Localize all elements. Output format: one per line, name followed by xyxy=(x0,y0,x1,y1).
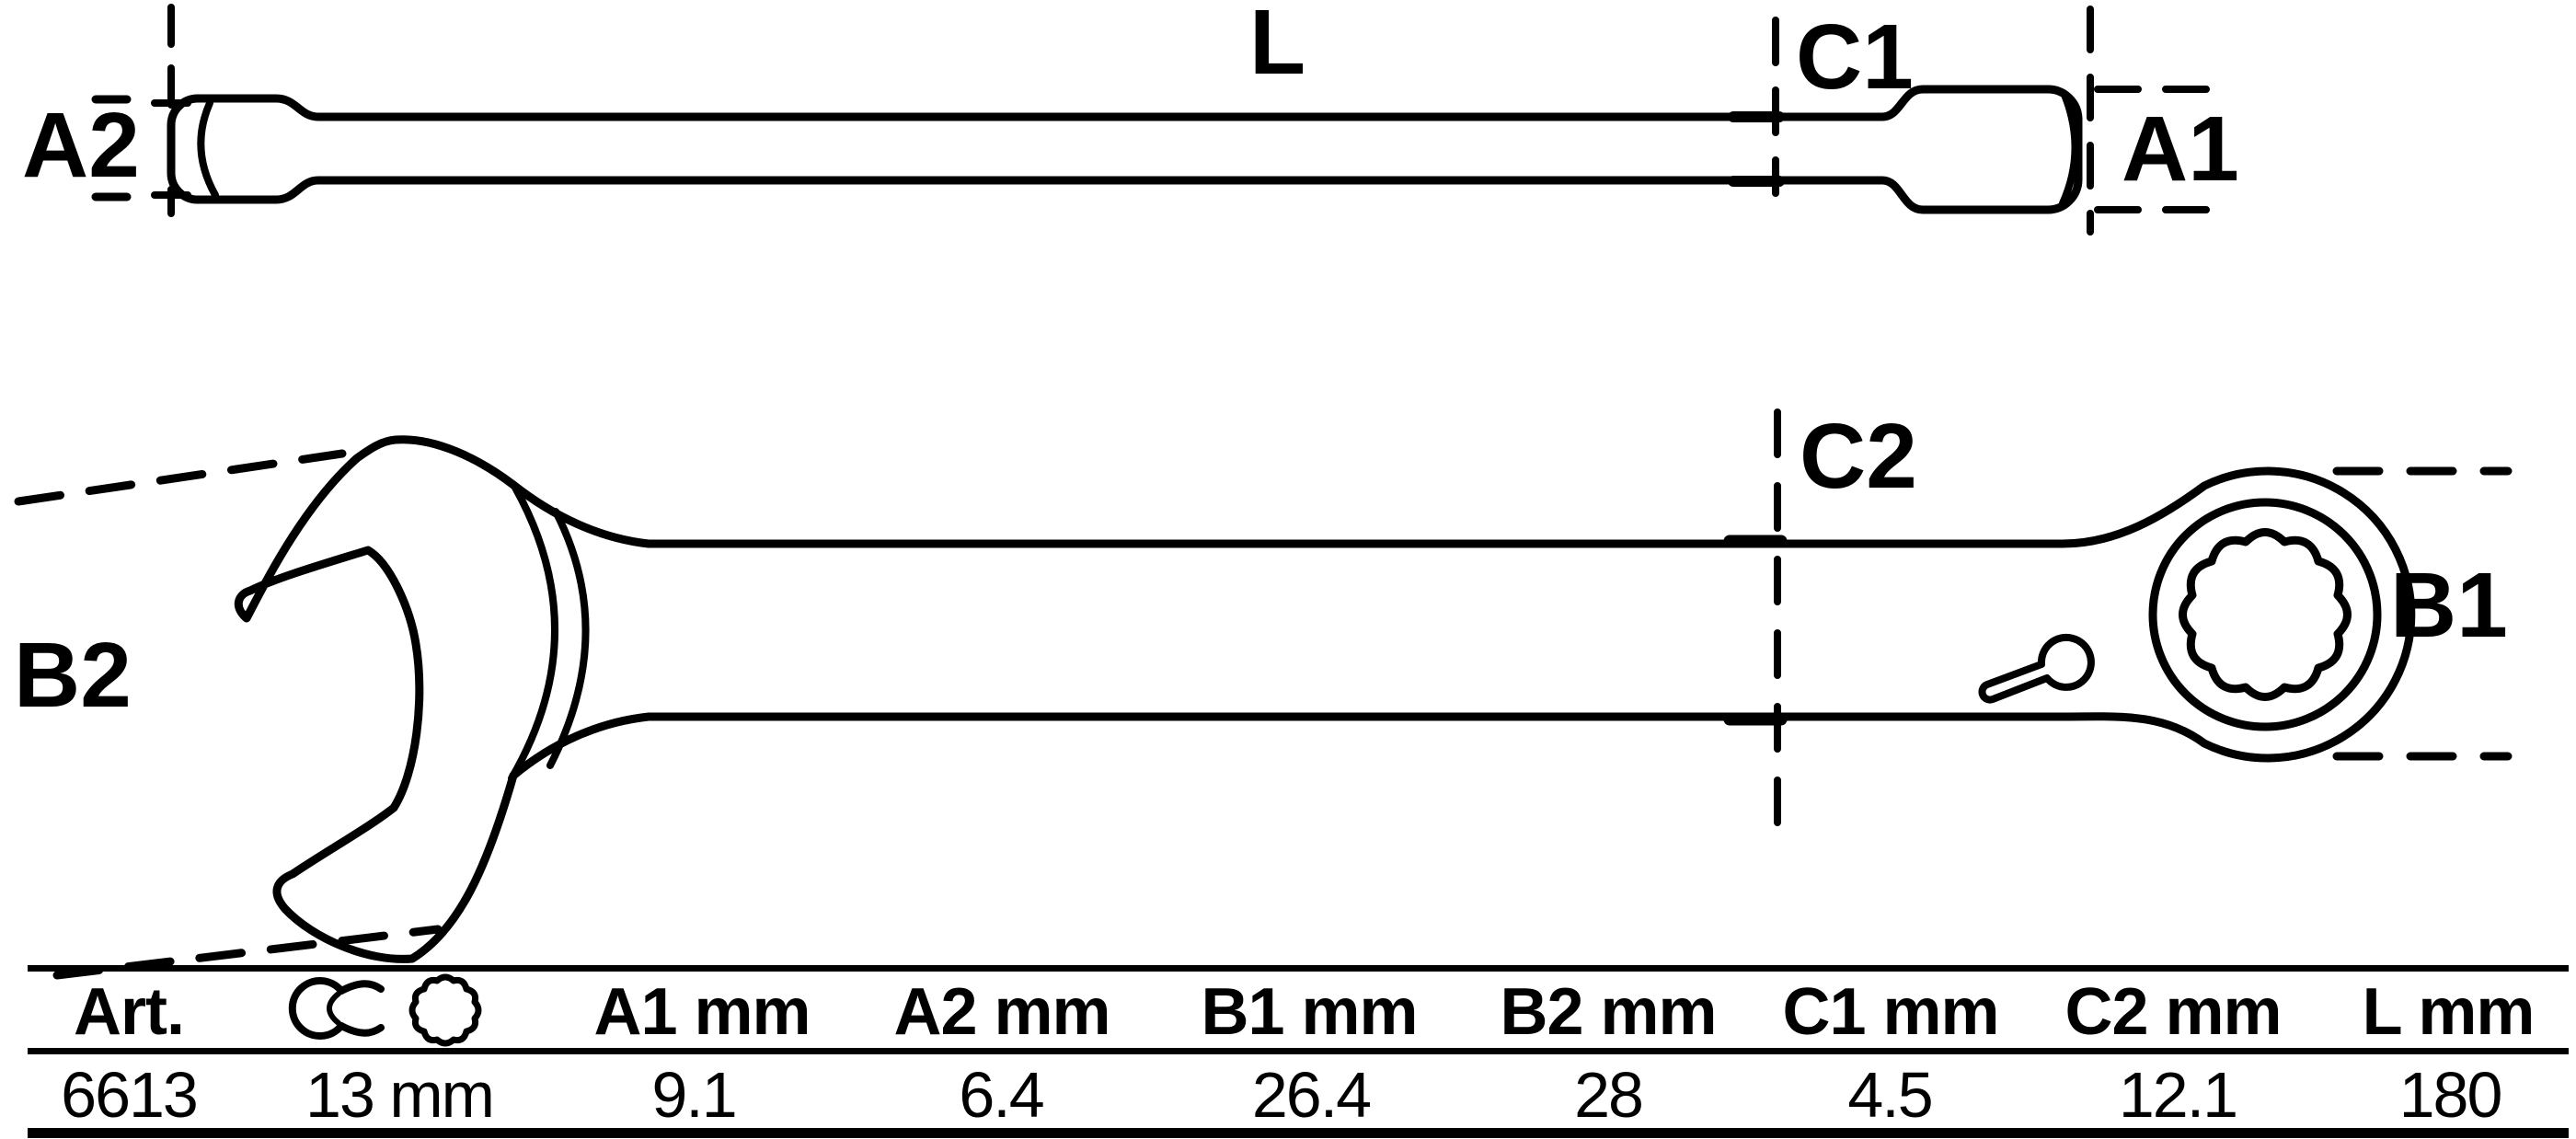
label-c2: C2 xyxy=(1800,405,1917,508)
open-end-jaw-icon xyxy=(288,977,385,1040)
cell-a2: 6.4 xyxy=(959,1059,1044,1131)
label-b2: B2 xyxy=(14,624,132,727)
cell-l: 180 xyxy=(2398,1059,2503,1131)
cell-c1: 4.5 xyxy=(1847,1059,1933,1131)
table-rule-bottom xyxy=(28,1128,2569,1138)
cell-article-number: 6613 xyxy=(61,1059,199,1131)
b2-dashed-top xyxy=(14,449,347,506)
col-header-art: Art. xyxy=(74,975,185,1049)
table-rule-middle xyxy=(28,1048,2569,1054)
table-rule-top xyxy=(28,965,2569,972)
label-a2: A2 xyxy=(22,94,140,197)
twelve-point-ring-icon xyxy=(408,973,482,1047)
col-header-b2: B2 mm xyxy=(1500,975,1717,1049)
cell-b2: 28 xyxy=(1574,1059,1644,1131)
cell-a1: 9.1 xyxy=(651,1059,737,1131)
cell-b1: 26.4 xyxy=(1251,1059,1372,1131)
col-header-a2: A2 mm xyxy=(893,975,1110,1049)
cell-c2: 12.1 xyxy=(2118,1059,2238,1131)
col-header-a1: A1 mm xyxy=(593,975,811,1049)
col-header-b1: B1 mm xyxy=(1201,975,1418,1049)
col-header-c2: C2 mm xyxy=(2064,975,2282,1049)
open-end-collar-arc-outer xyxy=(508,484,558,782)
label-c1: C1 xyxy=(1796,6,1914,109)
b2-dashed-bottom xyxy=(52,925,443,980)
label-b1: B1 xyxy=(2390,554,2508,657)
col-header-l: L mm xyxy=(2362,975,2536,1049)
bottom-view-wrench-outline xyxy=(234,435,2416,963)
col-header-c1: C1 mm xyxy=(1782,975,1999,1049)
cell-size: 13 mm xyxy=(305,1059,495,1131)
label-l: L xyxy=(1249,0,1306,94)
open-end-collar-arc-inner xyxy=(546,508,590,769)
reverse-lever-keyhole xyxy=(1978,633,2095,704)
twelve-point-profile xyxy=(2179,528,2352,701)
top-view-open-end-face-arc xyxy=(197,99,219,199)
label-a1: A1 xyxy=(2122,98,2239,201)
top-view-wrench-outline xyxy=(167,85,2083,214)
top-view-ring-end-face-arc xyxy=(2059,91,2079,207)
